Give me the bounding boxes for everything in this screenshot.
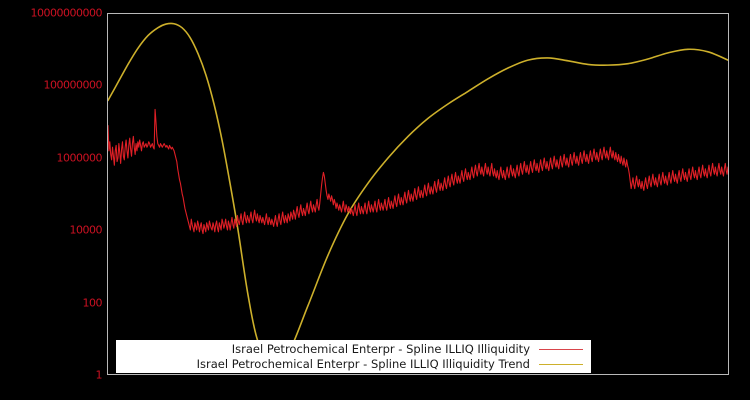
y-axis-tick-label: 1 (95, 368, 103, 382)
legend-entry-illiquidity: Israel Petrochemical Enterpr - Spline IL… (116, 342, 591, 357)
legend-label-illiquidity: Israel Petrochemical Enterpr - Spline IL… (231, 341, 530, 356)
y-axis-tick-label: 10000 (69, 223, 103, 237)
plot-svg (108, 22, 728, 369)
trend-line-path (108, 22, 728, 369)
y-axis-tick-label: 10000000000 (30, 6, 103, 20)
series-group-illiquidity (108, 108, 728, 235)
legend-label-illiquidity-trend: Israel Petrochemical Enterpr - Spline IL… (196, 356, 530, 371)
legend-swatch-illiquidity-trend (539, 363, 583, 365)
chart-legend: Israel Petrochemical Enterpr - Spline IL… (116, 340, 591, 373)
illiquidity-line-path (108, 108, 728, 235)
plot-area (107, 13, 729, 375)
y-axis-tick-label: 100 (82, 296, 103, 310)
series-group-trend (108, 22, 728, 369)
y-axis-tick-label: 100000000 (43, 78, 103, 92)
legend-entry-illiquidity-trend: Israel Petrochemical Enterpr - Spline IL… (116, 357, 591, 372)
legend-swatch-illiquidity (539, 348, 583, 350)
y-axis-tick-label: 1000000 (56, 151, 103, 165)
